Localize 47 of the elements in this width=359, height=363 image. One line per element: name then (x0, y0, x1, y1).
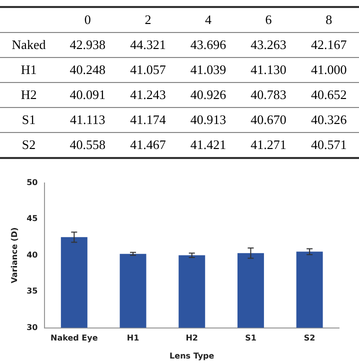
x-tick-label: H2 (186, 334, 198, 343)
data-label: 41.174 (118, 108, 178, 132)
data-label: 41.421 (178, 132, 238, 158)
y-tick-label: Naked (0, 32, 58, 58)
x-tick-label: S2 (304, 334, 316, 343)
y-tick-label: 40 (26, 250, 38, 260)
data-label: 41.113 (58, 108, 118, 132)
data-label: 41.000 (298, 58, 359, 82)
y-axis-title: Variance (D) (10, 227, 19, 284)
y-tick-label: 45 (26, 214, 38, 224)
data-label: 41.243 (118, 82, 178, 108)
x-tick-label: 2 (118, 7, 178, 32)
y-tick-label: 35 (26, 286, 38, 296)
data-label: 40.558 (58, 132, 118, 158)
data-label: 40.913 (178, 108, 238, 132)
x-tick-label: 8 (298, 7, 359, 32)
data-label: 40.652 (298, 82, 359, 108)
data-label: 41.467 (118, 132, 178, 158)
y-tick-label: H1 (0, 58, 58, 82)
data-label: 40.926 (178, 82, 238, 108)
data-label: 40.326 (298, 108, 359, 132)
data-label: 40.670 (238, 108, 299, 132)
y-tick-label: H2 (0, 82, 58, 108)
x-tick-label: H1 (126, 334, 140, 343)
data-label: 41.130 (238, 58, 299, 82)
data-label: 42.938 (58, 32, 118, 58)
data-label: 40.571 (298, 132, 359, 158)
data-label: 41.271 (238, 132, 299, 158)
y-tick-label: S2 (0, 132, 58, 158)
x-axis-title: Lens Type (170, 351, 215, 360)
data-label: 40.091 (58, 82, 118, 108)
x-tick-label: 0 (58, 7, 118, 32)
x-tick-label: 6 (238, 7, 299, 32)
x-tick-label: Naked Eye (50, 334, 98, 343)
x-tick-label: S1 (245, 334, 257, 343)
data-label: 41.039 (178, 58, 238, 82)
x-tick-label: 4 (178, 7, 238, 32)
y-tick-label: 50 (26, 178, 38, 187)
data-label: 42.167 (298, 32, 359, 58)
data-label: 40.248 (58, 58, 118, 82)
data-label: 44.321 (118, 32, 178, 58)
y-tick-label: S1 (0, 108, 58, 132)
data-label: 41.057 (118, 58, 178, 82)
data-label: 40.783 (238, 82, 299, 108)
data-label: 43.263 (238, 32, 299, 58)
y-tick-label: 30 (26, 322, 38, 332)
data-label: 43.696 (178, 32, 238, 58)
